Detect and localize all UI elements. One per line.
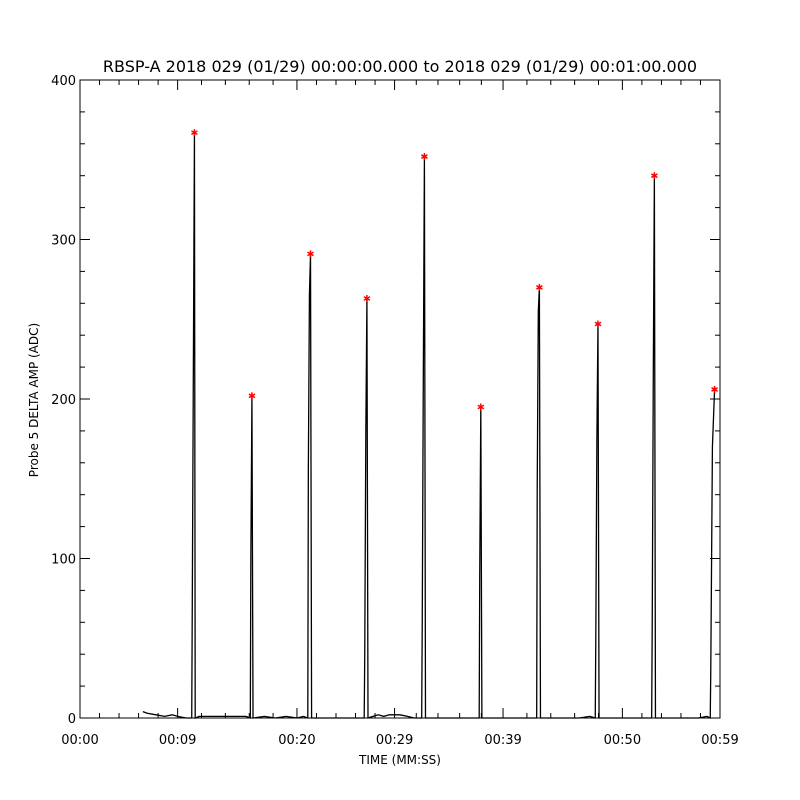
peak-marker bbox=[711, 385, 718, 393]
marker-stroke bbox=[191, 130, 198, 136]
data-line bbox=[142, 132, 716, 720]
x-tick-label: 00:39 bbox=[484, 733, 521, 748]
peak-marker bbox=[650, 172, 658, 180]
x-tick-label: 00:50 bbox=[604, 733, 641, 748]
peak-marker bbox=[535, 283, 543, 291]
peak-marker bbox=[248, 392, 256, 400]
x-tick-label: 00:29 bbox=[376, 733, 413, 748]
marker-stroke bbox=[711, 387, 718, 392]
peak-marker bbox=[477, 403, 485, 411]
peak-marker bbox=[421, 153, 428, 161]
marker-stroke bbox=[477, 404, 485, 410]
x-tick-label: 00:09 bbox=[159, 733, 196, 748]
marker-stroke bbox=[650, 173, 658, 179]
x-tick-label: 00:00 bbox=[61, 733, 98, 748]
data-series bbox=[142, 132, 716, 720]
peak-marker bbox=[363, 295, 371, 303]
peak-marker bbox=[191, 129, 198, 137]
peak-marker bbox=[307, 250, 314, 258]
marker-stroke bbox=[363, 296, 371, 301]
y-tick-label: 300 bbox=[51, 234, 76, 249]
y-tick-label: 400 bbox=[51, 74, 76, 89]
axes: 0 100 200 300 400 00:00 00:09 00:20 00:29 00:39 00… bbox=[51, 74, 739, 748]
x-axis-label: TIME (MM:SS) bbox=[358, 753, 441, 767]
chart-title: RBSP-A 2018 029 (01/29) 00:00:00.000 to … bbox=[103, 57, 697, 76]
x-tick-label: 00:20 bbox=[278, 733, 315, 748]
marker-stroke bbox=[421, 154, 428, 159]
peak-marker bbox=[594, 320, 602, 328]
peak-markers bbox=[191, 129, 718, 411]
y-tick-label: 200 bbox=[51, 393, 76, 408]
marker-stroke bbox=[248, 393, 256, 399]
marker-stroke bbox=[535, 284, 543, 290]
y-tick-label: 0 bbox=[68, 712, 76, 727]
marker-stroke bbox=[594, 321, 602, 327]
marker-stroke bbox=[307, 251, 314, 257]
y-tick-label: 100 bbox=[51, 553, 76, 568]
x-tick-label: 00:59 bbox=[701, 733, 738, 748]
y-axis-label: Probe 5 DELTA AMP (ADC) bbox=[27, 323, 41, 477]
